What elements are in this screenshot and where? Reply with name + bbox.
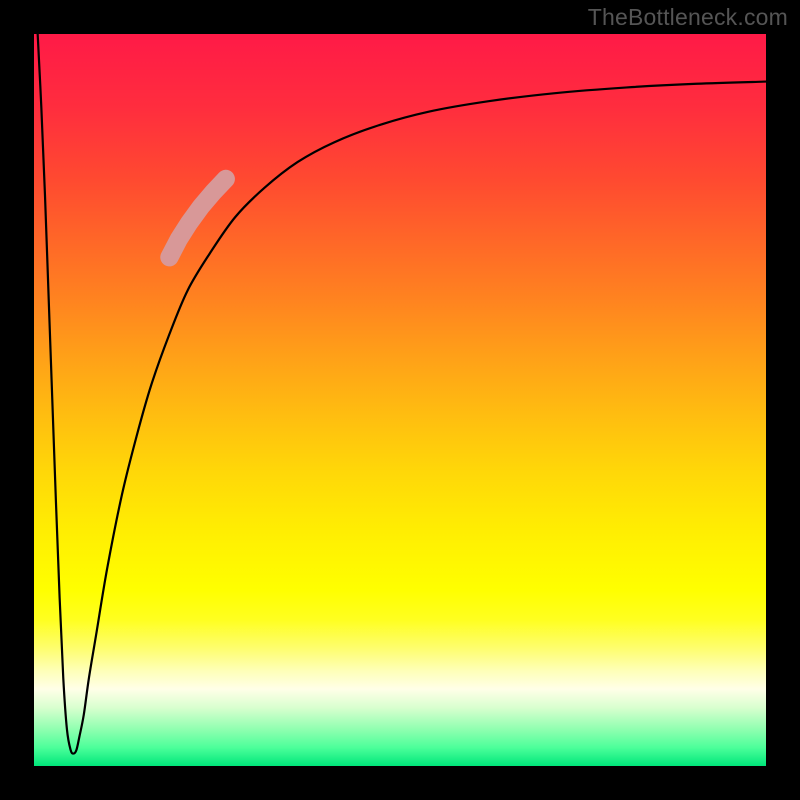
watermark-text: TheBottleneck.com [588, 4, 788, 31]
gradient-panel [34, 34, 766, 766]
chart-frame: TheBottleneck.com [0, 0, 800, 800]
chart-canvas [0, 0, 800, 800]
